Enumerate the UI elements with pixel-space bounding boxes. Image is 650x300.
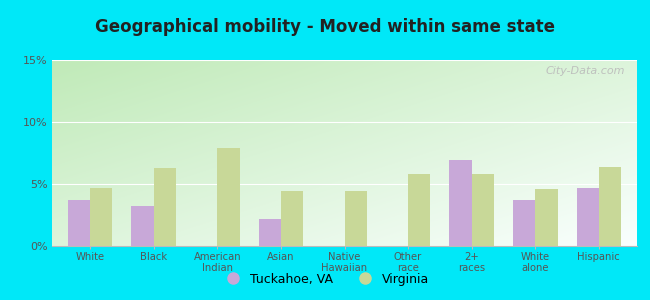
Text: Geographical mobility - Moved within same state: Geographical mobility - Moved within sam… [95,18,555,36]
Bar [449,160,472,246]
Bar [90,188,112,246]
Text: City-Data.com: City-Data.com [546,66,625,76]
Bar [599,167,621,246]
Bar [131,206,154,246]
Legend: Tuckahoe, VA, Virginia: Tuckahoe, VA, Virginia [216,268,434,291]
Bar [259,219,281,246]
Bar [281,191,303,246]
Bar [154,168,176,246]
Bar [472,174,494,246]
Bar [577,188,599,246]
Bar [217,148,240,246]
Bar [513,200,535,246]
Bar [408,174,430,246]
Bar [68,200,90,246]
Bar [535,189,558,246]
Bar [344,191,367,246]
